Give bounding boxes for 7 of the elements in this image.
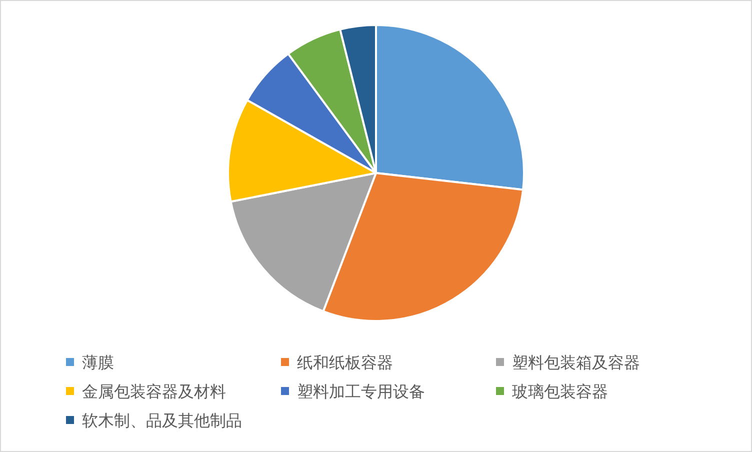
legend-label: 纸和纸板容器: [297, 353, 393, 372]
legend-label: 金属包装容器及材料: [82, 382, 226, 401]
legend-label: 玻璃包装容器: [512, 382, 608, 401]
legend-label: 塑料包装箱及容器: [512, 353, 640, 372]
legend-label: 塑料加工专用设备: [297, 382, 425, 401]
legend-label: 薄膜: [82, 353, 114, 372]
legend-label: 软木制、品及其他制品: [82, 411, 242, 430]
